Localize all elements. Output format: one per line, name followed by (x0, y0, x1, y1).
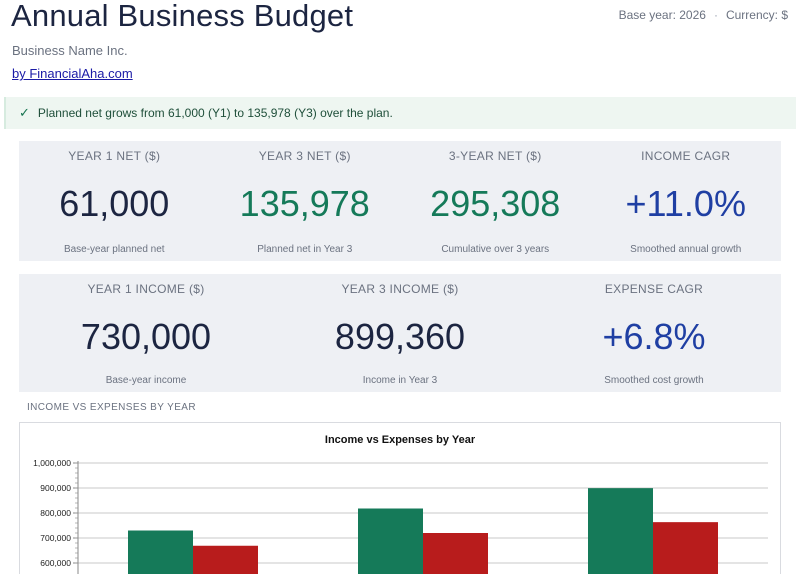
kpi-value: 61,000 (59, 183, 170, 224)
page-title: Annual Business Budget (11, 0, 354, 33)
kpi-row-income: YEAR 1 INCOME ($) 730,000 Base-year inco… (19, 274, 781, 392)
bar-series2-cat1 (193, 545, 258, 574)
kpi-year3-net: YEAR 3 NET ($) 135,978 Planned net in Ye… (210, 141, 401, 261)
kpi-caption: Income in Year 3 (362, 375, 438, 386)
kpi-3year-net: 3-YEAR NET ($) 295,308 Cumulative over 3… (400, 141, 591, 261)
summary-banner: ✓ Planned net grows from 61,000 (Y1) to … (4, 97, 796, 129)
kpi-value: 135,978 (239, 183, 370, 224)
currency-label: Currency: $ (725, 8, 788, 22)
kpi-expense-cagr: EXPENSE CAGR +6.8% Smoothed cost growth (527, 274, 781, 392)
summary-text: Planned net grows from 61,000 (Y1) to 13… (37, 106, 393, 120)
bar-series1-cat1 (128, 530, 193, 574)
kpi-caption: Cumulative over 3 years (441, 244, 550, 255)
kpi-label: YEAR 1 INCOME ($) (87, 282, 205, 296)
kpi-caption: Smoothed cost growth (604, 375, 704, 386)
kpi-label: INCOME CAGR (641, 149, 731, 163)
chart-canvas: 600,000 700,000 800,000 900,000 1,000,000 (33, 458, 768, 574)
byline-link[interactable]: by FinancialAha.com (12, 66, 133, 81)
kpi-label: YEAR 3 INCOME ($) (341, 282, 459, 296)
y-tick-label: 600,000 (40, 558, 71, 568)
y-tick-label: 1,000,000 (33, 458, 71, 468)
meta-separator: · (713, 8, 718, 22)
kpi-caption: Planned net in Year 3 (257, 244, 353, 255)
y-tick-label: 700,000 (40, 533, 71, 543)
kpi-label: YEAR 1 NET ($) (68, 149, 161, 163)
kpi-value: +11.0% (625, 183, 746, 224)
kpi-label: 3-YEAR NET ($) (448, 149, 542, 163)
check-icon: ✓ (19, 105, 30, 120)
kpi-year1-net: YEAR 1 NET ($) 61,000 Base-year planned … (19, 141, 210, 261)
kpi-value: +6.8% (602, 316, 706, 357)
company-name: Business Name Inc. (12, 43, 128, 58)
kpi-value: 730,000 (80, 316, 212, 357)
kpi-caption: Smoothed annual growth (630, 244, 742, 255)
kpi-year1-income: YEAR 1 INCOME ($) 730,000 Base-year inco… (19, 274, 273, 392)
y-tick-label: 800,000 (40, 508, 71, 518)
income-expense-chart: Income vs Expenses by Year 600,000 700,00… (19, 422, 781, 574)
bar-series2-cat3 (653, 522, 718, 574)
kpi-value: 899,360 (334, 316, 466, 357)
base-year-label: Base year: 2026 (618, 8, 706, 22)
bar-series1-cat2 (358, 508, 423, 574)
kpi-label: YEAR 3 NET ($) (258, 149, 351, 163)
budget-meta: Base year: 2026 · Currency: $ (619, 8, 788, 22)
chart-title: Income vs Expenses by Year (324, 434, 476, 446)
bar-series1-cat3 (588, 488, 653, 574)
kpi-caption: Base-year planned net (63, 244, 165, 255)
kpi-income-cagr: INCOME CAGR +11.0% Smoothed annual growt… (591, 141, 782, 261)
kpi-value: 295,308 (430, 183, 561, 224)
kpi-row-net: YEAR 1 NET ($) 61,000 Base-year planned … (19, 141, 781, 261)
kpi-label: EXPENSE CAGR (604, 282, 704, 296)
kpi-caption: Base-year income (105, 375, 187, 386)
y-tick-label: 900,000 (40, 483, 71, 493)
kpi-year3-income: YEAR 3 INCOME ($) 899,360 Income in Year… (273, 274, 527, 392)
chart-section-title: INCOME VS EXPENSES BY YEAR (27, 402, 196, 413)
bar-series2-cat2 (423, 533, 488, 574)
